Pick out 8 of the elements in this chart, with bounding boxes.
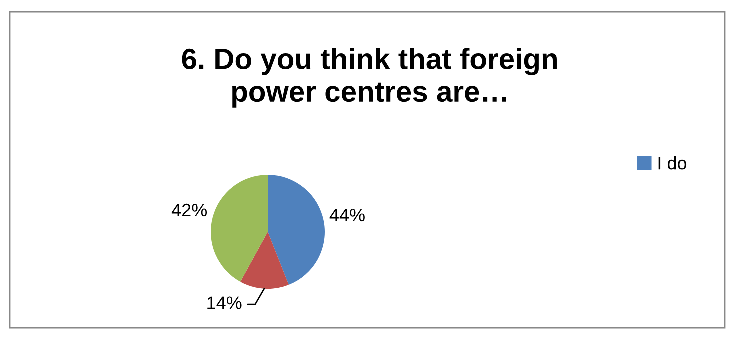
data-label: 14% xyxy=(208,296,242,310)
pie-slice xyxy=(240,232,289,289)
pie-slice xyxy=(211,175,268,282)
pie-slice xyxy=(268,175,325,285)
chart-title: 6. Do you think that foreign power centres are… xyxy=(182,48,557,108)
data-label: 44% xyxy=(330,208,365,222)
legend-label: I do xyxy=(658,156,687,170)
data-label: 42% xyxy=(172,204,208,217)
